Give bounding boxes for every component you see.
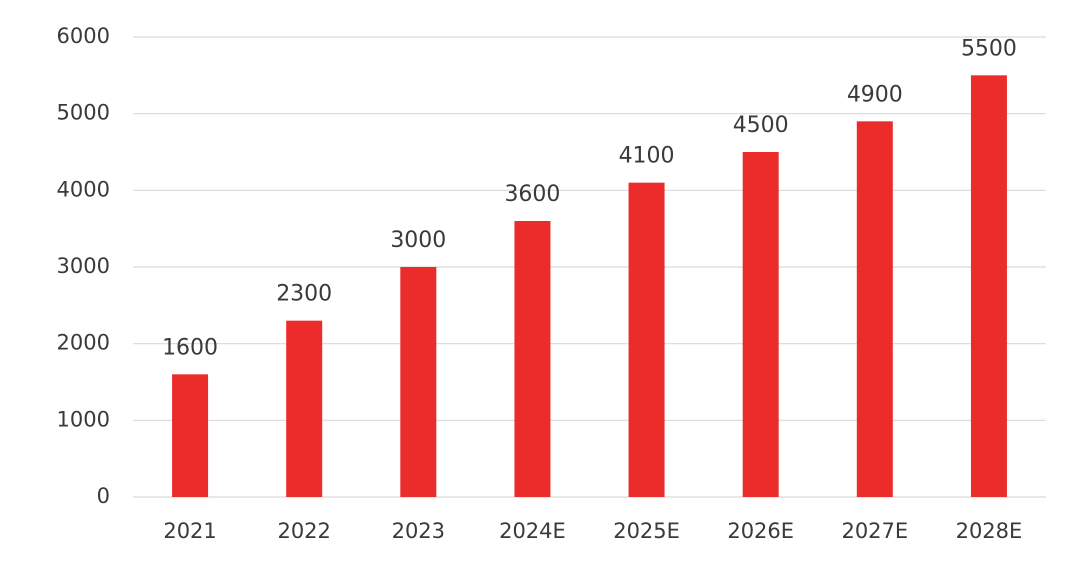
x-tick-label: 2021 [163, 519, 216, 543]
bar-2022 [286, 320, 323, 497]
y-tick-label: 4000 [57, 177, 110, 201]
x-axis: 2021 2022 2023 2024E 2025E 2026E 2027E 2028E [163, 519, 1022, 543]
data-label: 3000 [390, 228, 446, 253]
bar-2021 [172, 374, 209, 497]
y-tick-label: 2000 [57, 331, 110, 355]
bar-2026e [742, 152, 779, 497]
data-labels: 1600 2300 3000 3600 4100 4500 4900 5500 [162, 36, 1017, 360]
data-label: 2300 [276, 282, 332, 307]
bar-2023 [400, 267, 437, 497]
y-tick-label: 6000 [57, 24, 110, 48]
x-tick-label: 2027E [841, 519, 908, 543]
data-label: 4100 [619, 144, 675, 169]
x-tick-label: 2025E [613, 519, 680, 543]
x-tick-label: 2026E [727, 519, 794, 543]
data-label: 5500 [961, 36, 1017, 61]
gridlines [133, 36, 1046, 498]
bars [172, 75, 1007, 497]
bar-2024e [514, 221, 551, 497]
y-tick-label: 5000 [57, 101, 110, 125]
y-axis: 0 1000 2000 3000 4000 5000 6000 [57, 24, 110, 508]
bar-2025e [628, 182, 665, 497]
data-label: 3600 [504, 182, 560, 207]
data-label: 1600 [162, 335, 218, 360]
bar-2027e [856, 121, 893, 497]
data-label: 4500 [733, 113, 789, 138]
x-tick-label: 2023 [392, 519, 445, 543]
x-tick-label: 2024E [499, 519, 566, 543]
x-tick-label: 2022 [277, 519, 330, 543]
y-tick-label: 3000 [57, 254, 110, 278]
x-tick-label: 2028E [956, 519, 1023, 543]
y-tick-label: 1000 [57, 407, 110, 431]
bar-2028e [970, 75, 1007, 497]
data-label: 4900 [847, 82, 903, 107]
y-tick-label: 0 [97, 484, 110, 508]
